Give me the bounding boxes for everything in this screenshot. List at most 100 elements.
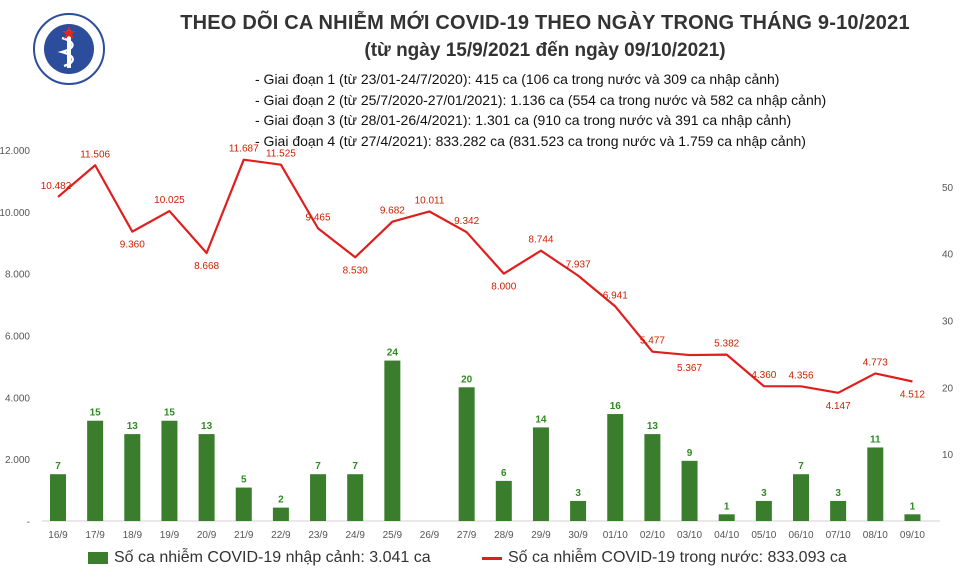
imported-cases-bar: [124, 434, 141, 521]
imported-cases-bar: [532, 427, 549, 521]
imported-cases-value-label: 3: [575, 488, 581, 499]
imported-cases-bar: [830, 500, 847, 521]
x-axis-tick-label: 30/9: [568, 530, 588, 541]
x-axis-tick-label: 22/9: [271, 530, 291, 541]
imported-cases-value-label: 7: [352, 461, 358, 472]
imported-cases-bar: [867, 447, 884, 521]
x-axis-tick-label: 28/9: [494, 530, 514, 541]
domestic-cases-value-label: 5.382: [714, 339, 739, 350]
x-axis-tick-label: 24/9: [345, 530, 365, 541]
domestic-cases-value-label: 10.482: [41, 181, 72, 192]
x-axis-tick-label: 29/9: [531, 530, 551, 541]
legend-imported-cases: Số ca nhiễm COVID-19 nhập cảnh: 3.041 ca: [88, 549, 431, 567]
left-axis-tick-label: -: [27, 517, 30, 528]
chart-subtitle: (từ ngày 15/9/2021 đến ngày 09/10/2021): [364, 40, 726, 61]
phase-4-summary: - Giai đoạn 4 (từ 27/4/2021): 833.282 ca…: [255, 132, 806, 149]
imported-cases-bar: [198, 434, 215, 521]
x-axis-tick-label: 19/9: [160, 530, 180, 541]
imported-cases-value-label: 3: [835, 488, 841, 499]
x-axis-tick-label: 05/10: [751, 530, 776, 541]
imported-cases-bar: [681, 460, 698, 521]
domestic-cases-value-label: 8.530: [343, 265, 368, 276]
chart-title: THEO DÕI CA NHIỄM MỚI COVID-19 THEO NGÀY…: [180, 12, 910, 34]
x-axis-tick-label: 16/9: [48, 530, 68, 541]
imported-cases-bar: [607, 414, 624, 521]
imported-cases-value-label: 20: [461, 374, 473, 385]
phase-2-summary: - Giai đoạn 2 (từ 25/7/2020-27/01/2021):…: [255, 91, 827, 108]
x-axis-tick-label: 27/9: [457, 530, 477, 541]
imported-cases-value-label: 1: [910, 501, 916, 512]
imported-cases-value-label: 7: [315, 461, 321, 472]
imported-cases-value-label: 3: [761, 488, 767, 499]
imported-cases-value-label: 14: [535, 414, 547, 425]
imported-cases-value-label: 15: [90, 408, 102, 419]
imported-cases-bar: [235, 487, 252, 521]
legend-line-swatch: [482, 556, 502, 560]
domestic-cases-value-label: 9.465: [306, 212, 331, 223]
domestic-cases-value-label: 9.360: [120, 240, 145, 251]
domestic-cases-value-label: 11.506: [80, 149, 110, 160]
x-axis-tick-label: 20/9: [197, 530, 217, 541]
imported-cases-bar: [310, 474, 327, 521]
imported-cases-bar: [570, 500, 587, 521]
domestic-cases-value-label: 4.356: [788, 370, 813, 381]
imported-cases-value-label: 7: [798, 461, 804, 472]
legend-line-label: Số ca nhiễm COVID-19 trong nước: 833.093…: [508, 549, 847, 566]
left-axis-tick-label: 6.000: [5, 332, 30, 343]
imported-cases-value-label: 6: [501, 468, 507, 479]
domestic-cases-value-label: 4.360: [751, 370, 776, 381]
imported-cases-value-label: 13: [127, 421, 139, 432]
imported-cases-bar: [347, 474, 364, 521]
phase-summary-list: - Giai đoạn 1 (từ 23/01-24/7/2020): 415 …: [255, 69, 826, 151]
domestic-cases-value-label: 8.668: [194, 261, 219, 272]
x-axis-tick-label: 06/10: [788, 530, 813, 541]
imported-cases-value-label: 24: [387, 348, 399, 359]
imported-cases-value-label: 16: [610, 401, 622, 412]
left-axis-tick-label: 12.000: [0, 146, 30, 157]
left-axis-tick-label: 4.000: [5, 393, 30, 404]
x-axis-tick-label: 09/10: [900, 530, 925, 541]
x-axis-tick-label: 08/10: [863, 530, 888, 541]
right-axis-tick-label: 50: [942, 183, 954, 194]
right-axis-tick-label: 20: [942, 383, 954, 394]
imported-cases-value-label: 7: [55, 461, 61, 472]
left-axis-tick-label: 2.000: [5, 455, 30, 466]
imported-cases-bar: [495, 480, 512, 521]
ministry-of-health-logo: [33, 13, 105, 85]
x-axis-tick-label: 23/9: [308, 530, 328, 541]
imported-cases-bar: [384, 360, 401, 521]
x-axis-tick-label: 03/10: [677, 530, 702, 541]
imported-cases-bar: [458, 387, 475, 521]
right-axis-tick-label: 40: [942, 250, 954, 261]
phase-1-summary: - Giai đoạn 1 (từ 23/01-24/7/2020): 415 …: [255, 71, 780, 87]
domestic-cases-value-label: 9.682: [380, 206, 405, 217]
x-axis-tick-label: 25/9: [383, 530, 403, 541]
imported-cases-bar: [755, 500, 772, 521]
domestic-cases-value-label: 8.744: [528, 235, 553, 246]
imported-cases-value-label: 9: [687, 448, 693, 459]
x-axis-tick-label: 07/10: [826, 530, 851, 541]
imported-cases-bar: [793, 474, 809, 521]
imported-cases-value-label: 13: [647, 421, 659, 432]
imported-cases-bar: [272, 507, 289, 521]
legend-domestic-cases: Số ca nhiễm COVID-19 trong nước: 833.093…: [482, 549, 847, 567]
x-axis-tick-label: 21/9: [234, 530, 254, 541]
domestic-cases-value-label: 6.941: [603, 290, 628, 301]
right-axis-tick-label: 10: [942, 450, 954, 461]
x-axis-tick-label: 04/10: [714, 530, 739, 541]
domestic-cases-value-label: 10.011: [415, 195, 445, 206]
domestic-cases-value-label: 4.773: [863, 357, 888, 368]
imported-cases-value-label: 5: [241, 475, 247, 486]
x-axis-tick-label: 17/9: [85, 530, 105, 541]
domestic-cases-value-label: 8.000: [491, 282, 516, 293]
domestic-cases-value-label: 4.147: [826, 401, 851, 412]
left-axis-tick-label: 10.000: [0, 208, 30, 219]
domestic-cases-value-label: 11.525: [266, 149, 296, 160]
legend-bar-swatch: [88, 552, 108, 564]
imported-cases-value-label: 11: [870, 434, 881, 445]
imported-cases-bar: [50, 474, 66, 521]
imported-cases-bar: [904, 514, 921, 521]
legend-bar-label: Số ca nhiễm COVID-19 nhập cảnh: 3.041 ca: [114, 549, 431, 566]
domestic-cases-value-label: 11.687: [229, 144, 259, 155]
